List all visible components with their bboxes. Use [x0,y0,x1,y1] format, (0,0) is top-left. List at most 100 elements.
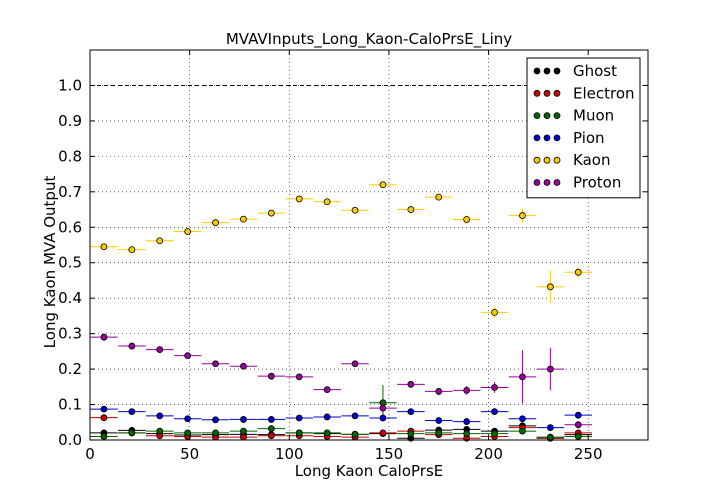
y-tick-label: 0.7 [58,183,82,201]
legend-marker [533,112,541,119]
legend-marker [553,179,561,186]
legend-marker [553,156,561,164]
proton-point [128,342,136,350]
legend-marker [543,179,551,186]
legend-label: Kaon [573,151,610,169]
pion-point [156,412,164,420]
muon-point [351,430,359,438]
pion-point [407,408,415,416]
plot-frame [89,49,649,441]
pion-point [379,414,387,422]
proton-point [463,386,471,394]
kaon-point [519,212,526,219]
y-tick-label: 0.8 [58,147,82,165]
legend-marker [533,134,541,142]
y-tick-label: 0.4 [58,289,82,307]
pion-point [519,415,526,423]
electron-point [379,429,387,437]
legend-label: Proton [573,174,621,192]
legend-item-ghost: Ghost [533,62,617,80]
proton-point [574,421,582,429]
y-tick-label: 0.0 [58,431,82,449]
y-tick-label: 0.1 [58,396,82,414]
muon-point [323,429,331,437]
proton-point [240,362,247,370]
kaon-point [574,268,582,276]
pion-point [295,414,303,422]
kaon-point [491,308,498,316]
kaon-point [240,215,247,223]
kaon-point [379,181,387,189]
proton-point [156,346,164,353]
muon-point [519,427,526,435]
kaon-point [435,193,443,201]
chart-title: MVAVInputs_Long_Kaon-CaloPrsE_Liny [226,30,512,49]
muon-point [463,430,471,438]
kaon-point [267,209,275,217]
muon-point [491,430,498,438]
legend-label: Electron [573,84,635,102]
proton-point [435,388,443,395]
muon-point [546,433,554,441]
legend-marker [533,156,541,164]
muon-point [240,427,247,435]
y-tick-label: 0.5 [58,254,82,272]
x-tick-label: 150 [375,445,404,463]
proton-point [100,333,108,341]
muon-point [100,433,108,440]
series-proton [90,333,593,429]
legend-marker [553,67,561,75]
legend-marker [543,67,551,75]
kaon-point [463,216,471,223]
x-tick-label: 0 [85,445,95,463]
proton-point [212,360,219,368]
pion-point [546,424,554,431]
legend-label: Ghost [573,62,617,80]
pion-point [351,412,359,420]
proton-point [351,360,359,368]
x-tick-label: 200 [474,445,503,463]
kaon-point [100,243,108,251]
kaon-point [351,206,359,214]
legend-marker [543,134,551,142]
proton-point [184,352,192,360]
kaon-point [407,206,415,213]
muon-point [435,429,443,437]
legend-marker [543,156,551,164]
pion-point [100,405,108,413]
legend-marker [553,89,561,97]
legend-marker [533,67,541,75]
legend-marker [553,134,561,142]
muon-point [407,430,415,438]
muon-point [184,429,192,437]
x-tick-label: 100 [275,445,304,463]
x-tick-label: 250 [574,445,603,463]
electron-point [267,432,275,440]
kaon-point [212,219,219,227]
series-kaon [90,181,593,318]
pion-point [128,408,136,416]
proton-point [323,386,331,394]
y-axis-ticks: 0.0 0.1 0.2 0.3 0.4 0.5 0.6 0.7 0.8 0.9 1.0 [58,76,648,449]
legend-marker [553,112,561,119]
pion-point [435,417,443,424]
pion-point [323,413,331,421]
muon-point [128,429,136,437]
legend-box [526,57,641,199]
y-tick-label: 0.2 [58,360,82,378]
pion-point [212,416,219,424]
proton-point [379,404,387,412]
y-tick-label: 0.6 [58,218,82,236]
legend-marker [533,179,541,186]
pion-point [491,408,498,416]
muon-point [574,433,582,440]
kaon-point [128,246,136,254]
proton-point [295,373,303,381]
legend-item-electron: Electron [533,84,635,102]
x-tick-label: 50 [180,445,199,463]
pion-point [184,415,192,423]
pion-point [574,411,582,419]
legend-marker [533,89,541,97]
muon-point [156,427,164,435]
kaon-point [295,195,303,203]
